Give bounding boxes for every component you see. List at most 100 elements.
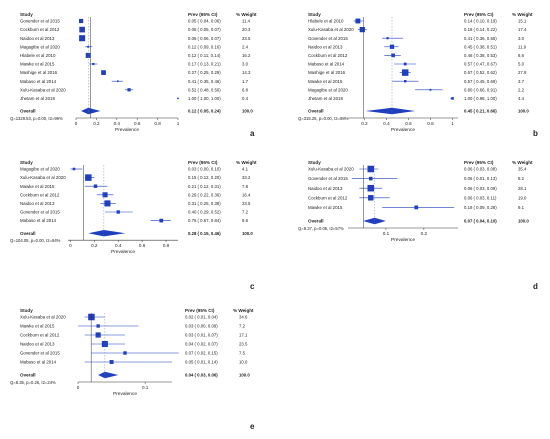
study-ci-text: 0.12 ( 0.11, 0.14) (188, 53, 221, 58)
panel-letter: b (533, 129, 538, 138)
overall-label: Overall (308, 109, 324, 114)
heterogeneity-stats: Q=9.37, p=0.05, I2=57% (298, 226, 344, 231)
study-ci-text: 0.52 ( 0.48, 0.56) (188, 87, 221, 92)
study-point-marker (159, 218, 164, 223)
study-weight-text: 23.5 (242, 36, 251, 41)
study-label: Govender et al 2015 (308, 176, 348, 181)
overall-ci-text: 0.04 ( 0.03, 0.06) (185, 373, 218, 378)
study-point-marker (88, 313, 95, 321)
study-ci-text: 0.40 ( 0.29, 0.52) (188, 210, 221, 215)
study-point-marker (79, 35, 86, 42)
study-label: Cockburn et al 2012 (308, 195, 348, 200)
study-ci-text: 0.12 ( 0.09, 0.16) (188, 44, 221, 49)
study-weight-text: 2.4 (242, 44, 249, 49)
x-axis-tick-label: 0.8 (427, 121, 434, 126)
study-point-marker (127, 88, 131, 92)
x-axis-tick-label: 0.1 (383, 231, 390, 236)
header-weight: % Weight (236, 160, 257, 165)
study-point-marker (78, 18, 84, 24)
study-label: Magagibe et al 2020 (20, 44, 60, 49)
study-weight-text: 14.3 (242, 70, 251, 75)
study-ci-text: 0.31 ( 0.25, 0.38) (188, 201, 221, 206)
study-point-marker (102, 192, 108, 198)
study-ci-text: 0.03 ( 0.00, 0.10) (188, 167, 221, 172)
study-point-marker (367, 165, 375, 173)
study-label: Govender et al 2015 (308, 36, 348, 41)
study-point-marker (101, 70, 106, 75)
x-axis-tick-label: 0.4 (115, 243, 122, 248)
study-ci-text: 0.14 ( 0.10, 0.19) (464, 19, 497, 24)
panel-letter: e (250, 422, 255, 431)
study-point-marker (451, 97, 454, 100)
study-label: Mawke et al 2015 (20, 62, 55, 67)
x-axis-tick-label: 0.6 (139, 243, 146, 248)
overall-label: Overall (20, 231, 36, 236)
study-label: Mabaso et al 2014 (308, 62, 345, 67)
study-ci-text: 0.18 ( 0.09, 0.28) (464, 205, 497, 210)
forest-panel-b: Study Prev (95% CI) % Weight Hlabele et al … (298, 12, 538, 138)
forest-panel-d: Study Prev (95% CI) % Weight Xulu-Kasaba et… (298, 160, 538, 291)
header-study: Study (308, 12, 321, 17)
study-ci-text: 0.57 ( 0.45, 0.69) (464, 79, 497, 84)
study-label: Mabaso et al 2014 (20, 218, 57, 223)
study-point-marker (403, 62, 407, 66)
study-weight-text: 5.0 (518, 62, 525, 67)
overall-weight-text: 100.0 (518, 109, 529, 114)
study-ci-text: 0.41 ( 0.36, 0.55) (464, 36, 497, 41)
study-weight-text: 7.8 (242, 184, 249, 189)
overall-diamond (363, 217, 386, 225)
x-axis-tick-label: 0.2 (93, 121, 100, 126)
study-point-marker (368, 195, 374, 201)
study-ci-text: 0.17 ( 0.13, 0.21) (188, 62, 221, 67)
overall-ci-text: 0.12 ( 0.05, 0.24) (188, 109, 221, 114)
study-ci-text: 0.07 ( 0.02, 0.15) (185, 351, 218, 356)
study-ci-text: 0.27 ( 0.25, 0.29) (188, 70, 221, 75)
study-point-marker (92, 62, 95, 66)
study-ci-text: 0.06 ( 0.03, 0.11) (464, 195, 497, 200)
header-prev: Prev (95% CI) (188, 12, 218, 17)
overall-ci-text: 0.45 ( 0.21, 0.66) (464, 109, 497, 114)
overall-weight-text: 100.0 (518, 219, 529, 224)
x-axis-tick-label: 0.2 (421, 231, 428, 236)
study-label: Naidoo et al 2013 (20, 201, 55, 206)
x-axis-label: Prevalence (391, 127, 415, 133)
study-ci-text: 0.06 ( 0.03, 0.08) (464, 167, 497, 172)
study-label: Cockburn et al 2012 (20, 333, 60, 338)
study-weight-text: 23.5 (239, 342, 248, 347)
study-weight-text: 0.4 (242, 96, 249, 101)
study-ci-text: 0.45 ( 0.38, 0.51) (464, 44, 497, 49)
study-point-marker (109, 360, 114, 364)
study-point-marker (414, 205, 419, 210)
study-point-marker (359, 26, 365, 33)
study-label: Govender et al 2015 (20, 19, 60, 24)
study-ci-text: 0.05 ( 0.01, 0.14) (185, 360, 218, 365)
study-label: Xulu-Kasaba et al 2020 (308, 27, 354, 32)
study-point-marker (386, 37, 389, 40)
header-prev: Prev (95% CI) (464, 160, 494, 165)
forest-panel-a: Study Prev (95% CI) % Weight Govender et al… (10, 12, 257, 138)
study-weight-text: 27.9 (518, 70, 527, 75)
study-ci-text: 0.05 ( 0.04, 0.06) (188, 19, 221, 24)
x-axis-tick-label: 0.4 (383, 121, 390, 126)
overall-weight-text: 100.0 (242, 109, 253, 114)
study-point-marker (95, 332, 101, 338)
study-point-marker (85, 174, 92, 181)
x-axis-tick-label: 0.2 (91, 243, 98, 248)
x-axis-tick-label: 1 (451, 121, 454, 126)
study-label: Mashige et al 2016 (308, 70, 346, 75)
study-point-marker (123, 351, 127, 355)
header-weight: % Weight (233, 308, 254, 313)
study-weight-text: 8.6 (518, 53, 525, 58)
study-weight-text: 34.6 (239, 315, 248, 320)
study-ci-text: 1.00 ( 0.98, 1.00) (464, 96, 497, 101)
overall-ci-text: 0.28 ( 0.15, 0.46) (188, 231, 221, 236)
study-ci-text: 0.06 ( 0.06, 0.07) (188, 36, 221, 41)
study-point-marker (177, 97, 179, 100)
study-label: Hlabele et al 2010 (20, 53, 56, 58)
header-study: Study (20, 308, 33, 313)
study-label: Xulu-Kasaba et al 2020 (20, 175, 66, 180)
panel-letter: d (533, 282, 538, 291)
study-weight-text: 17.4 (518, 27, 527, 32)
x-axis-tick-label: 0.2 (361, 121, 368, 126)
